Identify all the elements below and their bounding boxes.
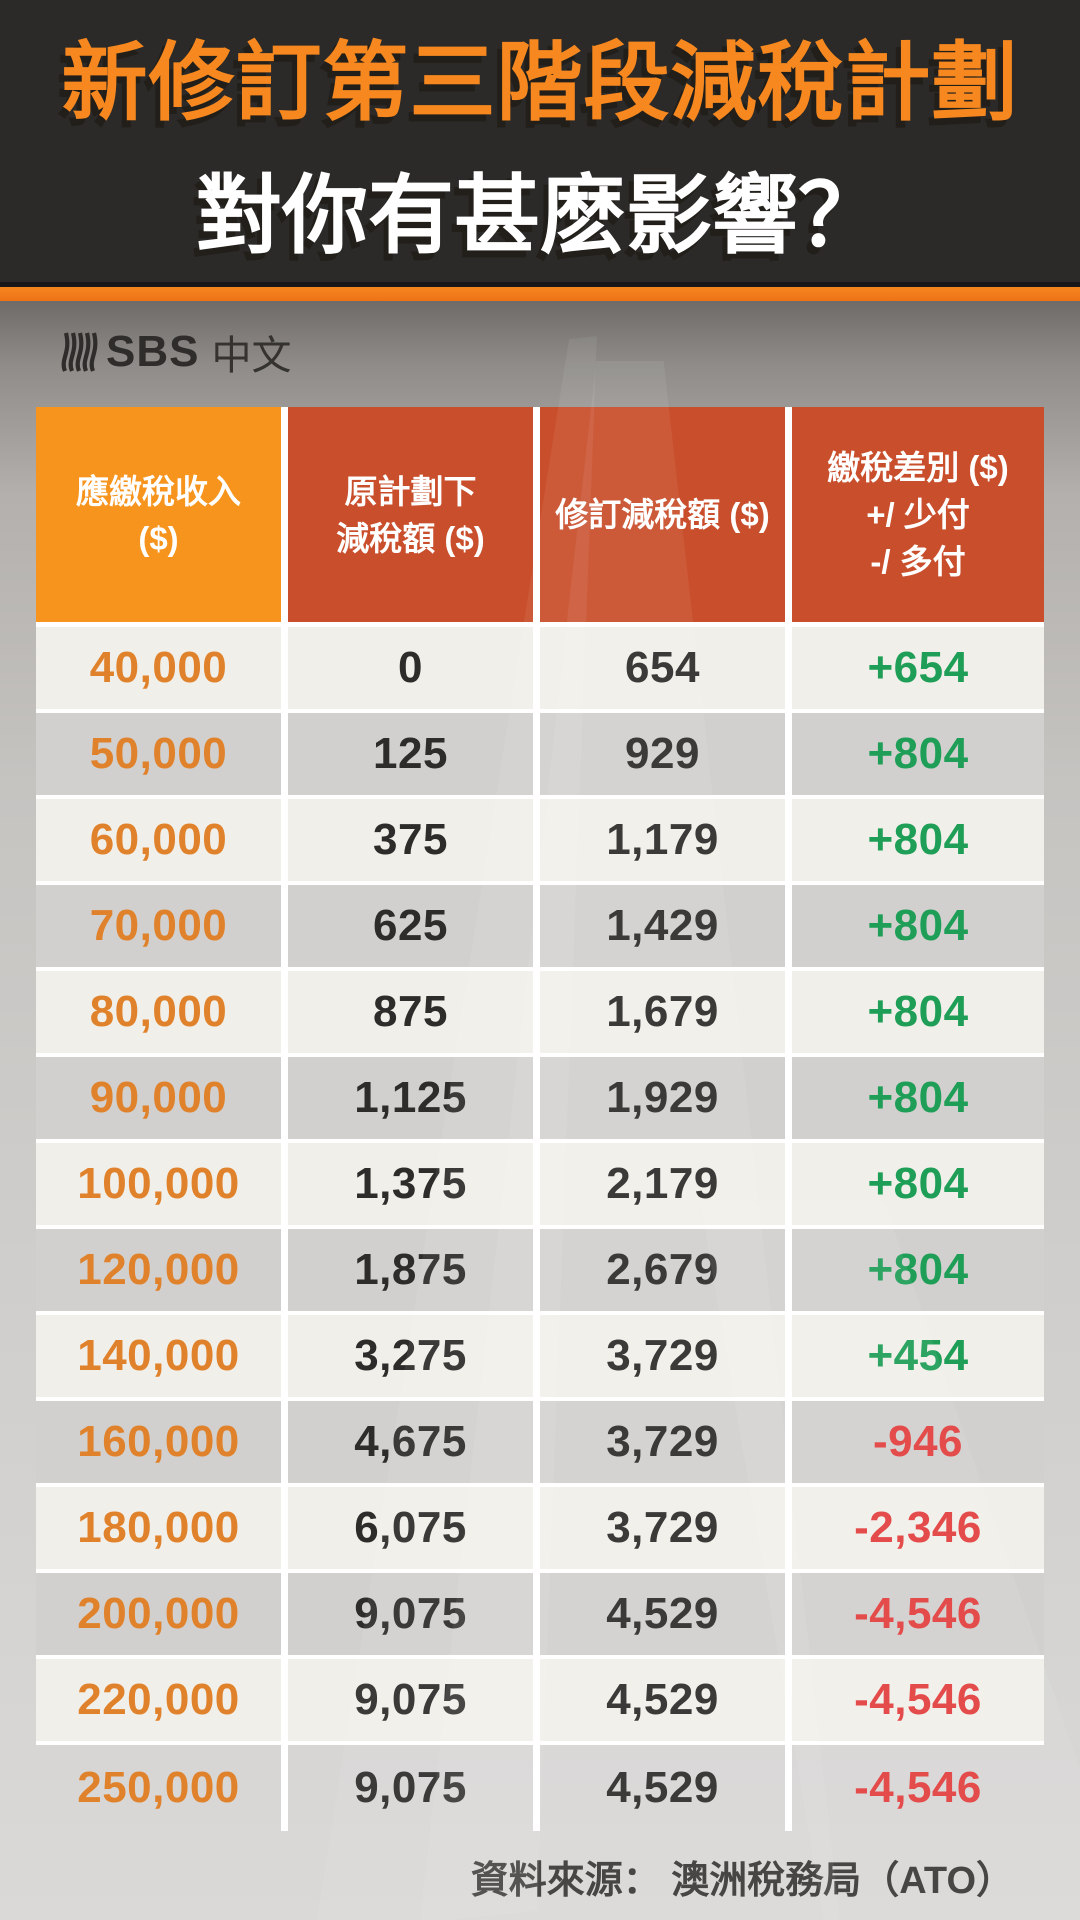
original-cut-cell: 375: [288, 799, 540, 885]
table-row: 90,000 1,125 1,929 +804: [36, 1057, 1044, 1143]
income-cell: 250,000: [36, 1745, 288, 1831]
income-cell: 220,000: [36, 1659, 288, 1745]
revised-cut-cell: 3,729: [540, 1487, 792, 1573]
title-line-2: 對你有甚麽影響？: [196, 168, 884, 264]
table-row: 100,000 1,375 2,179 +804: [36, 1143, 1044, 1229]
diff-cell: +804: [792, 1143, 1044, 1229]
table-row: 60,000 375 1,179 +804: [36, 799, 1044, 885]
original-cut-cell: 1,875: [288, 1229, 540, 1315]
revised-cut-cell: 1,679: [540, 971, 792, 1057]
income-cell: 100,000: [36, 1143, 288, 1229]
col-header-revised: 修訂減稅額 ($): [540, 407, 792, 627]
tax-table: 應繳稅收入 ($) 原計劃下 減稅額 ($) 修訂減稅額 ($) 繳稅差別 ($…: [36, 407, 1044, 1831]
table-row: 70,000 625 1,429 +804: [36, 885, 1044, 971]
diff-cell: +804: [792, 1229, 1044, 1315]
revised-cut-cell: 654: [540, 627, 792, 713]
table-body: 40,000 0 654 +654 50,000 125 929 +804 60…: [36, 627, 1044, 1831]
revised-cut-cell: 1,179: [540, 799, 792, 885]
original-cut-cell: 1,125: [288, 1057, 540, 1143]
revised-cut-cell: 929: [540, 713, 792, 799]
col-header-diff-line3: -/ 多付: [870, 543, 966, 580]
table-row: 140,000 3,275 3,729 +454: [36, 1315, 1044, 1401]
income-cell: 60,000: [36, 799, 288, 885]
original-cut-cell: 875: [288, 971, 540, 1057]
diff-cell: -4,546: [854, 1763, 982, 1812]
accent-stripe: [0, 282, 1080, 301]
table-header: 應繳稅收入 ($) 原計劃下 減稅額 ($) 修訂減稅額 ($) 繳稅差別 ($…: [36, 407, 1044, 627]
original-cut-cell: 6,075: [288, 1487, 540, 1573]
col-header-income: 應繳稅收入 ($): [36, 407, 288, 627]
table-row: 80,000 875 1,679 +804: [36, 971, 1044, 1057]
income-cell: 80,000: [36, 971, 288, 1057]
income-cell: 160,000: [36, 1401, 288, 1487]
original-cut-cell: 9,075: [288, 1745, 540, 1831]
diff-cell: -946: [792, 1401, 1044, 1487]
table-row: 50,000 125 929 +804: [36, 713, 1044, 799]
diff-cell: +654: [792, 627, 1044, 713]
col-header-diff: 繳稅差別 ($) +/ 少付 -/ 多付: [792, 407, 1044, 627]
revised-cut-cell: 2,679: [540, 1229, 792, 1315]
original-cut-cell: 9,075: [288, 1659, 540, 1745]
original-cut-cell: 3,275: [288, 1315, 540, 1401]
sbs-logo-text: SBS: [106, 327, 200, 376]
diff-cell: -2,346: [792, 1487, 1044, 1573]
original-cut-cell: 1,375: [288, 1143, 540, 1229]
original-cut-cell: 9,075: [288, 1573, 540, 1659]
diff-cell: -4,546: [792, 1573, 1044, 1659]
content-area: SBS 中文 應繳稅收入 ($) 原計劃下 減稅額 ($) 修訂減稅額 ($) …: [0, 301, 1080, 1920]
col-header-income-line2: ($): [138, 519, 179, 557]
col-header-original-line2: 減稅額 ($): [336, 519, 485, 557]
original-cut-cell: 0: [288, 627, 540, 713]
revised-cut-cell: 1,429: [540, 885, 792, 971]
sbs-mercator-icon: [56, 331, 102, 373]
income-cell: 120,000: [36, 1229, 288, 1315]
revised-cut-cell: 4,529: [540, 1745, 792, 1831]
diff-cell: +804: [792, 885, 1044, 971]
revised-cut-cell: 1,929: [540, 1057, 792, 1143]
income-cell: 40,000: [36, 627, 288, 713]
income-cell: 70,000: [36, 885, 288, 971]
income-cell: 140,000: [36, 1315, 288, 1401]
table-row: 250,000 9,075 4,529 -4,546: [36, 1745, 1044, 1831]
data-source: 資料來源： 澳洲稅務局（ATO）: [470, 1860, 1014, 1902]
col-header-diff-line2: +/ 少付: [866, 496, 970, 533]
income-cell: 200,000: [36, 1573, 288, 1659]
col-header-diff-line1: 繳稅差別 ($): [827, 449, 1009, 486]
revised-cut-cell: 4,529: [540, 1659, 792, 1745]
diff-cell: +804: [792, 971, 1044, 1057]
col-header-original: 原計劃下 減稅額 ($): [288, 407, 540, 627]
table-row: 160,000 4,675 3,729 -946: [36, 1401, 1044, 1487]
original-cut-cell: 625: [288, 885, 540, 971]
table-row: 220,000 9,075 4,529 -4,546: [36, 1659, 1044, 1745]
title-line-1: 新修訂第三階段減稅計劃: [61, 35, 1019, 131]
diff-cell: +804: [792, 1057, 1044, 1143]
diff-cell: +804: [792, 713, 1044, 799]
revised-cut-cell: 3,729: [540, 1315, 792, 1401]
col-header-income-line1: 應繳稅收入: [76, 472, 241, 510]
income-cell: 90,000: [36, 1057, 288, 1143]
original-cut-cell: 4,675: [288, 1401, 540, 1487]
col-header-original-line1: 原計劃下: [344, 472, 477, 510]
revised-cut-cell: 2,179: [540, 1143, 792, 1229]
income-cell: 180,000: [36, 1487, 288, 1573]
table-row: 200,000 9,075 4,529 -4,546: [36, 1573, 1044, 1659]
revised-cut-cell: 4,529: [540, 1573, 792, 1659]
banner: 新修訂第三階段減稅計劃 對你有甚麽影響？: [0, 0, 1080, 282]
sbs-logo-suffix: 中文: [211, 334, 292, 378]
table-row: 120,000 1,875 2,679 +804: [36, 1229, 1044, 1315]
diff-cell: +804: [792, 799, 1044, 885]
diff-cell: +454: [792, 1315, 1044, 1401]
original-cut-cell: 125: [288, 713, 540, 799]
sbs-logo: SBS 中文: [56, 327, 1080, 378]
diff-cell: -4,546: [792, 1659, 1044, 1745]
revised-cut-cell: 3,729: [540, 1401, 792, 1487]
col-header-revised-line1: 修訂減稅額 ($): [555, 496, 770, 533]
table-row: 40,000 0 654 +654: [36, 627, 1044, 713]
table-row: 180,000 6,075 3,729 -2,346: [36, 1487, 1044, 1573]
income-cell: 50,000: [36, 713, 288, 799]
